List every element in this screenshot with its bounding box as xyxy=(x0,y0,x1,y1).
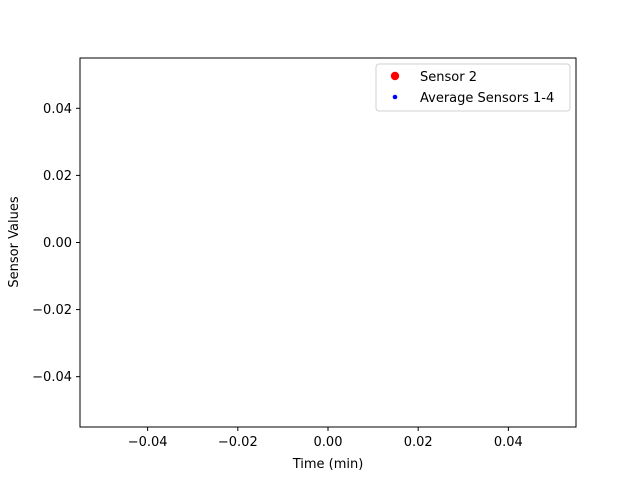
y-tick-label: 0.04 xyxy=(43,102,72,117)
legend: Sensor 2 Average Sensors 1-4 xyxy=(375,63,571,112)
legend-label-sensor-2: Sensor 2 xyxy=(420,70,477,85)
legend-marker-average-sensors xyxy=(392,94,398,100)
y-tick-label: 0.02 xyxy=(43,169,72,184)
x-tick-label: −0.04 xyxy=(128,435,168,450)
y-axis-label: Sensor Values xyxy=(7,196,22,287)
x-tick-label: 0.00 xyxy=(314,435,343,450)
y-tick-label: −0.04 xyxy=(32,370,72,385)
plot-area xyxy=(79,57,577,428)
legend-label-average-sensors: Average Sensors 1-4 xyxy=(420,91,554,106)
x-tick-label: −0.02 xyxy=(218,435,258,450)
y-tick-label: 0.00 xyxy=(43,236,72,251)
x-axis-ticks: −0.04 −0.02 0.00 0.02 0.04 xyxy=(128,427,523,450)
x-axis-label: Time (min) xyxy=(292,457,364,472)
x-tick-label: 0.04 xyxy=(494,435,523,450)
y-axis-ticks: −0.04 −0.02 0.00 0.02 0.04 xyxy=(32,102,80,385)
legend-marker-sensor-2 xyxy=(390,71,400,81)
x-tick-label: 0.02 xyxy=(404,435,433,450)
legend-box xyxy=(375,63,571,112)
y-tick-label: −0.02 xyxy=(32,303,72,318)
